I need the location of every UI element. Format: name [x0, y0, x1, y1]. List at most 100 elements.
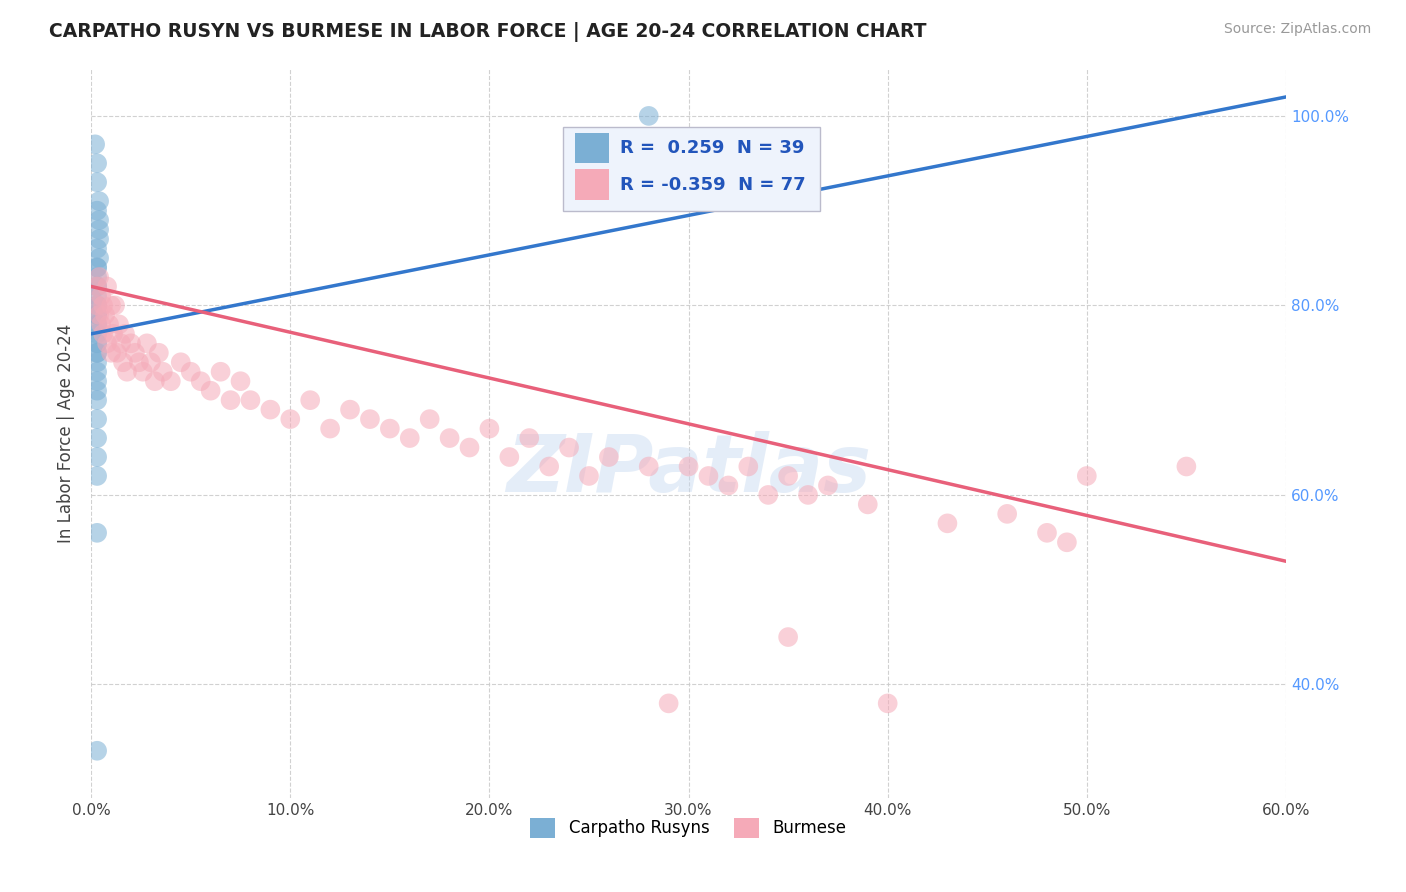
Point — [637, 109, 659, 123]
Point — [86, 203, 108, 218]
Point — [135, 336, 157, 351]
Point — [108, 318, 131, 332]
Point — [737, 459, 759, 474]
Point — [86, 365, 108, 379]
Point — [498, 450, 520, 464]
Point — [797, 488, 820, 502]
FancyBboxPatch shape — [575, 133, 609, 163]
Point — [259, 402, 281, 417]
Point — [378, 421, 401, 435]
Point — [100, 298, 122, 312]
Point — [86, 326, 108, 341]
Point — [139, 355, 162, 369]
Point — [86, 346, 108, 360]
Point — [114, 326, 136, 341]
Text: R =  0.259  N = 39: R = 0.259 N = 39 — [620, 139, 804, 157]
Point — [86, 279, 108, 293]
Point — [110, 336, 132, 351]
Point — [678, 459, 700, 474]
Point — [458, 441, 481, 455]
Point — [86, 260, 108, 275]
Point — [1036, 525, 1059, 540]
Point — [86, 450, 108, 464]
Point — [120, 336, 142, 351]
Point — [170, 355, 193, 369]
Point — [87, 222, 110, 236]
Point — [239, 393, 262, 408]
Text: Source: ZipAtlas.com: Source: ZipAtlas.com — [1223, 22, 1371, 37]
Point — [90, 318, 112, 332]
Point — [86, 744, 108, 758]
Point — [101, 326, 124, 341]
Legend: Carpatho Rusyns, Burmese: Carpatho Rusyns, Burmese — [523, 811, 853, 845]
Point — [86, 469, 108, 483]
Point — [558, 441, 581, 455]
Point — [98, 318, 121, 332]
Point — [538, 459, 561, 474]
Point — [86, 318, 108, 332]
Point — [876, 697, 898, 711]
Point — [995, 507, 1018, 521]
Point — [152, 365, 174, 379]
Point — [398, 431, 420, 445]
Point — [86, 318, 108, 332]
Point — [128, 355, 150, 369]
Point — [86, 260, 108, 275]
Point — [578, 469, 600, 483]
Point — [90, 289, 112, 303]
Point — [200, 384, 222, 398]
Point — [1056, 535, 1078, 549]
Point — [86, 336, 108, 351]
Point — [478, 421, 501, 435]
Point — [817, 478, 839, 492]
Point — [96, 336, 118, 351]
Point — [104, 298, 127, 312]
Point — [87, 232, 110, 246]
Point — [717, 478, 740, 492]
Point — [111, 355, 134, 369]
Point — [658, 697, 681, 711]
Point — [637, 459, 659, 474]
Point — [87, 270, 110, 285]
FancyBboxPatch shape — [575, 169, 609, 200]
Point — [86, 308, 108, 322]
Text: CARPATHO RUSYN VS BURMESE IN LABOR FORCE | AGE 20-24 CORRELATION CHART: CARPATHO RUSYN VS BURMESE IN LABOR FORCE… — [49, 22, 927, 42]
Point — [86, 336, 108, 351]
Point — [84, 137, 107, 152]
Point — [229, 374, 252, 388]
Y-axis label: In Labor Force | Age 20-24: In Labor Force | Age 20-24 — [58, 324, 75, 543]
Point — [86, 279, 108, 293]
Point — [100, 346, 122, 360]
Point — [86, 308, 108, 322]
Point — [86, 242, 108, 256]
Point — [86, 355, 108, 369]
Point — [359, 412, 381, 426]
Point — [856, 497, 879, 511]
Point — [517, 431, 540, 445]
Point — [96, 279, 118, 293]
Text: R = -0.359  N = 77: R = -0.359 N = 77 — [620, 176, 806, 194]
Point — [778, 630, 800, 644]
Point — [159, 374, 181, 388]
Point — [87, 213, 110, 227]
Point — [86, 298, 108, 312]
Point — [756, 488, 779, 502]
Point — [697, 469, 720, 483]
Point — [115, 365, 138, 379]
Point — [86, 156, 108, 170]
Point — [86, 346, 108, 360]
Point — [86, 175, 108, 189]
Point — [299, 393, 322, 408]
Point — [91, 326, 114, 341]
Point — [778, 469, 800, 483]
Point — [278, 412, 301, 426]
Point — [86, 298, 108, 312]
Point — [1076, 469, 1098, 483]
Point — [419, 412, 441, 426]
Point — [124, 346, 146, 360]
Point — [86, 279, 108, 293]
Point — [86, 412, 108, 426]
Point — [87, 251, 110, 265]
Point — [180, 365, 202, 379]
Point — [936, 516, 959, 531]
